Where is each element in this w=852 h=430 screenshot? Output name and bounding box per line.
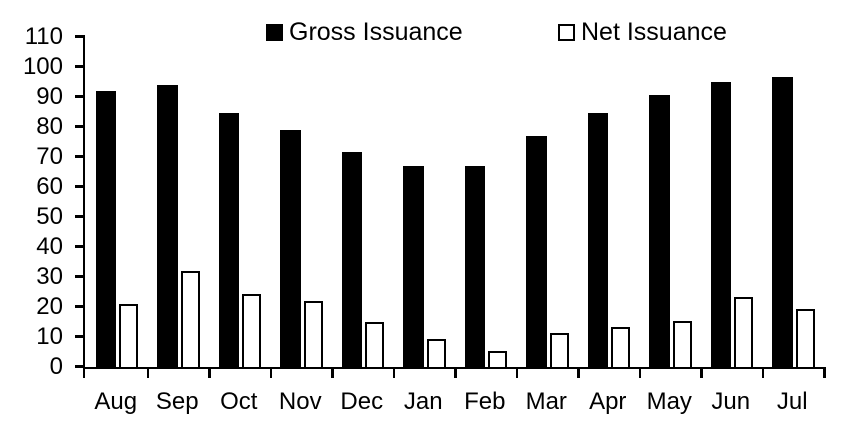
- bar-gross-jun: [710, 81, 731, 369]
- legend-item-gross-issuance: Gross Issuance: [266, 17, 463, 47]
- x-tick: [392, 366, 395, 378]
- bar-net-jan: [426, 338, 446, 369]
- y-tick-label: 20: [36, 292, 63, 320]
- y-tick-label: 50: [36, 202, 63, 230]
- x-tick: [638, 366, 641, 378]
- x-tick: [269, 366, 272, 378]
- x-tick-label-dec: Dec: [340, 388, 384, 415]
- gross-issuance-swatch-icon: [266, 23, 283, 41]
- x-tick: [146, 366, 149, 378]
- y-tick: [75, 275, 85, 278]
- bar-gross-jan: [403, 165, 424, 369]
- x-tick: [761, 366, 764, 378]
- bar-gross-aug: [95, 90, 116, 369]
- bar-net-aug: [119, 304, 138, 369]
- x-tick-label-apr: Apr: [589, 388, 627, 415]
- y-tick-label: 100: [22, 52, 63, 80]
- x-tick-label-mar: Mar: [525, 388, 567, 415]
- y-axis-line: [82, 36, 85, 369]
- y-tick-label: 60: [36, 172, 63, 200]
- bar-gross-nov: [280, 129, 301, 369]
- y-tick: [75, 185, 85, 188]
- legend-label-net-issuance: Net Issuance: [581, 18, 727, 46]
- y-tick: [75, 305, 85, 308]
- x-tick: [700, 366, 703, 378]
- x-tick-label-nov: Nov: [278, 388, 322, 415]
- x-tick-label-jan: Jan: [403, 388, 443, 415]
- bar-net-apr: [611, 326, 630, 369]
- bar-net-jun: [734, 296, 753, 369]
- y-tick: [75, 365, 85, 368]
- bar-gross-jul: [772, 77, 793, 369]
- y-tick-label: 110: [24, 22, 63, 50]
- legend-label-gross-issuance: Gross Issuance: [289, 18, 463, 46]
- y-tick-label: 70: [36, 142, 63, 170]
- bar-net-dec: [365, 322, 384, 369]
- x-tick: [331, 366, 334, 378]
- y-tick-label: 10: [36, 322, 63, 350]
- y-tick: [75, 245, 85, 248]
- y-tick-label: 30: [36, 262, 63, 290]
- x-tick: [515, 366, 518, 378]
- x-tick-label-feb: Feb: [464, 388, 506, 415]
- x-tick-label-may: May: [646, 388, 692, 415]
- bar-net-nov: [303, 301, 323, 369]
- y-tick-label: 40: [36, 232, 63, 260]
- net-issuance-swatch-icon: [558, 23, 575, 41]
- y-tick: [75, 65, 85, 68]
- x-tick: [454, 366, 457, 378]
- y-tick-label: 80: [36, 112, 63, 140]
- bar-gross-sep: [157, 84, 178, 369]
- x-tick: [823, 366, 826, 378]
- bar-gross-apr: [587, 113, 608, 369]
- y-tick-label: 0: [49, 352, 63, 380]
- y-tick: [75, 335, 85, 338]
- x-axis-line: [82, 366, 823, 369]
- x-tick-label-jun: Jun: [711, 388, 751, 415]
- bar-net-sep: [180, 271, 200, 369]
- bar-gross-dec: [341, 152, 362, 369]
- x-tick: [577, 366, 580, 378]
- bar-gross-oct: [218, 113, 239, 369]
- y-tick: [75, 35, 85, 38]
- bar-gross-mar: [526, 135, 547, 369]
- bar-net-oct: [242, 293, 261, 369]
- bar-net-jul: [795, 308, 815, 369]
- bar-gross-feb: [464, 165, 485, 369]
- x-tick-label-aug: Aug: [94, 388, 138, 415]
- x-tick-label-sep: Sep: [155, 388, 199, 415]
- x-tick: [82, 366, 85, 378]
- y-tick: [75, 215, 85, 218]
- chart-legend: Gross Issuance Net Issuance: [0, 0, 852, 48]
- bar-net-mar: [549, 332, 569, 369]
- bar-net-may: [672, 320, 692, 369]
- x-tick-label-oct: Oct: [220, 388, 258, 415]
- bar-gross-may: [649, 95, 670, 369]
- y-tick: [75, 125, 85, 128]
- x-tick: [208, 366, 211, 378]
- y-tick-label: 90: [36, 82, 63, 110]
- y-tick: [75, 95, 85, 98]
- y-tick: [75, 155, 85, 158]
- x-tick-label-jul: Jul: [776, 388, 808, 415]
- legend-item-net-issuance: Net Issuance: [558, 17, 727, 47]
